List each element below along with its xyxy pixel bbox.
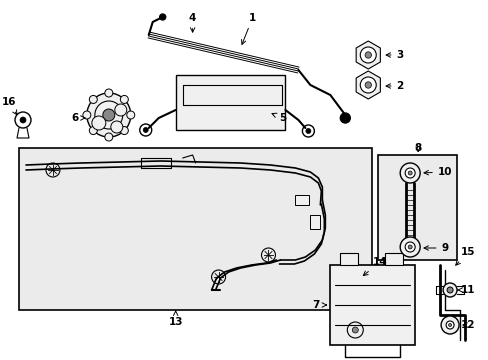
Circle shape — [143, 127, 148, 132]
Polygon shape — [355, 71, 380, 99]
Circle shape — [111, 121, 122, 133]
Bar — [385, 253, 403, 265]
Circle shape — [365, 82, 371, 88]
Circle shape — [399, 237, 419, 257]
Circle shape — [340, 113, 349, 123]
Bar — [295, 195, 309, 205]
Circle shape — [446, 287, 452, 293]
Text: 1: 1 — [241, 13, 256, 44]
Circle shape — [87, 93, 130, 137]
Text: 16: 16 — [2, 97, 17, 115]
Bar — [310, 215, 320, 229]
Circle shape — [115, 104, 126, 116]
Circle shape — [407, 245, 411, 249]
Bar — [175, 75, 285, 130]
Bar — [340, 253, 358, 265]
Text: 13: 13 — [168, 311, 183, 327]
Text: 15: 15 — [455, 247, 474, 265]
Text: 14: 14 — [363, 257, 387, 276]
Circle shape — [82, 111, 91, 119]
Circle shape — [89, 127, 97, 135]
Circle shape — [92, 116, 105, 130]
Polygon shape — [355, 41, 380, 69]
Circle shape — [360, 77, 375, 93]
Text: 12: 12 — [460, 320, 474, 330]
Circle shape — [160, 14, 165, 20]
Bar — [330, 265, 414, 345]
Circle shape — [126, 111, 135, 119]
Circle shape — [445, 321, 453, 329]
Circle shape — [365, 52, 371, 58]
Text: 10: 10 — [423, 167, 451, 177]
Text: 7: 7 — [312, 300, 326, 310]
Circle shape — [351, 327, 358, 333]
Circle shape — [447, 324, 450, 327]
Text: 3: 3 — [386, 50, 403, 60]
Text: 6: 6 — [71, 113, 85, 123]
Bar — [19, 148, 371, 310]
Circle shape — [442, 283, 456, 297]
Circle shape — [305, 129, 310, 134]
Circle shape — [360, 47, 375, 63]
Circle shape — [405, 242, 414, 252]
Circle shape — [120, 127, 128, 135]
Text: 4: 4 — [188, 13, 196, 32]
Circle shape — [399, 163, 419, 183]
Text: 9: 9 — [423, 243, 447, 253]
Circle shape — [104, 133, 113, 141]
Circle shape — [405, 168, 414, 178]
Circle shape — [89, 95, 97, 103]
Text: 2: 2 — [386, 81, 403, 91]
Circle shape — [440, 316, 458, 334]
Circle shape — [104, 89, 113, 97]
Circle shape — [120, 95, 128, 103]
Circle shape — [102, 109, 115, 121]
Text: 11: 11 — [457, 285, 474, 295]
Circle shape — [407, 171, 411, 175]
Text: 8: 8 — [414, 143, 421, 153]
Text: 5: 5 — [271, 113, 285, 123]
Circle shape — [20, 117, 26, 123]
Bar — [377, 155, 456, 260]
